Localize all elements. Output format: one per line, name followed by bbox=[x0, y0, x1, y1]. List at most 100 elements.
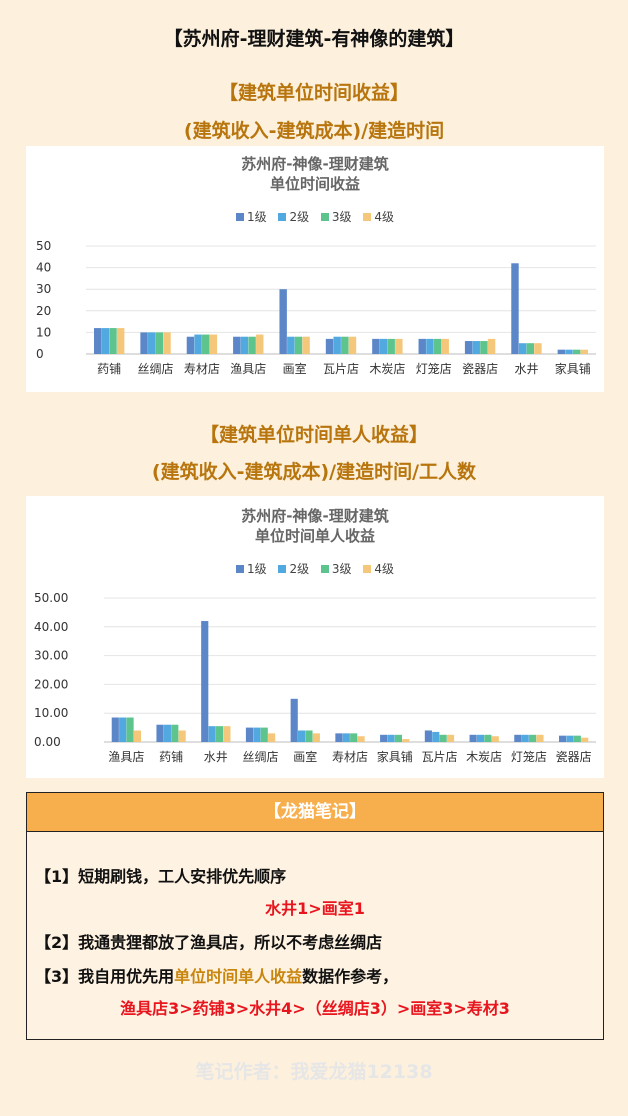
bar-画室-1级 bbox=[279, 289, 287, 354]
bar-画室-4级 bbox=[302, 336, 310, 354]
bar-水井-2级 bbox=[208, 726, 216, 742]
bar-丝绸店-1级 bbox=[245, 727, 254, 742]
x-tick-label: 家具铺 bbox=[377, 749, 413, 764]
bar-瓷器店-1级 bbox=[558, 735, 567, 742]
bar-药铺-1级 bbox=[156, 724, 164, 742]
bar-木炭店-3级 bbox=[387, 338, 395, 354]
bar-渔具店-1级 bbox=[111, 717, 119, 742]
note-line-3-suffix: 数据作参考， bbox=[302, 967, 399, 986]
section2-subtitle: (建筑收入-建筑成本)/建造时间/工人数 bbox=[151, 461, 477, 483]
x-tick-label: 家具铺 bbox=[555, 361, 591, 376]
legend-item-level3: 3级 bbox=[320, 208, 352, 225]
note-line-1-result: 水井1>画室1 bbox=[265, 899, 365, 918]
bar-瓦片店-2级 bbox=[432, 731, 440, 742]
legend-label: 1级 bbox=[246, 562, 267, 576]
bar-药铺-4级 bbox=[116, 328, 125, 354]
bar-瓷器店-1级 bbox=[464, 341, 473, 354]
bar-木炭店-2级 bbox=[379, 338, 388, 354]
bar-药铺-1级 bbox=[93, 328, 102, 354]
legend-swatch-level4 bbox=[363, 565, 372, 573]
legend-swatch-level2 bbox=[278, 565, 287, 573]
bar-画室-4级 bbox=[312, 733, 320, 742]
x-tick-label: 药铺 bbox=[97, 362, 121, 376]
note-line-3: 【3】我自用优先用单位时间单人收益数据作参考， bbox=[35, 963, 398, 987]
bar-瓷器店-2级 bbox=[472, 341, 480, 354]
bar-水井-1级 bbox=[511, 263, 519, 354]
bar-丝绸店-3级 bbox=[155, 332, 164, 354]
bar-木炭店-2级 bbox=[476, 734, 485, 742]
y-tick-label: 30.00 bbox=[34, 649, 68, 663]
bar-水井-4级 bbox=[534, 343, 542, 354]
legend-item-level2: 2级 bbox=[278, 560, 309, 577]
legend-item-level1: 1级 bbox=[235, 560, 267, 577]
legend-label: 1级 bbox=[246, 210, 267, 224]
bar-渔具店-1级 bbox=[233, 336, 241, 354]
bar-瓷器店-2级 bbox=[566, 735, 574, 742]
legend-swatch-level3 bbox=[320, 213, 329, 221]
bar-画室-3级 bbox=[305, 730, 313, 742]
bar-瓷器店-3级 bbox=[573, 735, 581, 742]
bar-木炭店-4级 bbox=[395, 338, 403, 354]
chart1-plot: 0 10 20 30 40 50 药铺 丝绸店 寿材店 渔具店 画室 瓦片店 木炭店 灯笼店 瓷器店 水井 家具… bbox=[36, 239, 596, 376]
bar-寿材店-1级 bbox=[186, 336, 195, 354]
bar-灯笼店-3级 bbox=[433, 338, 442, 354]
bar-灯笼店-3级 bbox=[529, 734, 537, 742]
bar-灯笼店-4级 bbox=[441, 338, 449, 354]
note-line-3-highlight: 单位时间单人收益 bbox=[174, 967, 303, 986]
legend-swatch-level2 bbox=[278, 213, 287, 221]
bar-丝绸店-1级 bbox=[140, 332, 148, 354]
bar-瓦片店-1级 bbox=[325, 338, 334, 354]
x-tick-label: 寿材店 bbox=[184, 362, 220, 376]
legend-label: 4级 bbox=[374, 210, 395, 224]
bar-家具铺-4级 bbox=[402, 739, 410, 742]
x-tick-label: 瓷器店 bbox=[462, 362, 498, 376]
note-line-1: 【1】短期刷钱，工人安排优先顺序 bbox=[35, 867, 287, 886]
bar-家具铺-1级 bbox=[557, 349, 566, 354]
bar-瓷器店-3级 bbox=[480, 341, 488, 354]
bar-水井-4级 bbox=[223, 726, 231, 742]
y-tick-label: 20.00 bbox=[34, 677, 68, 691]
y-tick-label: 40 bbox=[36, 261, 51, 275]
bar-渔具店-3级 bbox=[248, 336, 256, 354]
bar-瓦片店-4级 bbox=[348, 336, 357, 354]
y-tick-label: 30 bbox=[36, 282, 51, 296]
chart1-title-line1: 苏州府-神像-理财建筑 bbox=[241, 155, 389, 173]
x-tick-label: 药铺 bbox=[159, 750, 183, 764]
page-title: 【苏州府-理财建筑-有神像的建筑】 bbox=[163, 28, 465, 50]
y-tick-label: 10 bbox=[36, 325, 51, 339]
section2-title: 【建筑单位时间单人收益】 bbox=[199, 424, 428, 446]
legend-item-level3: 3级 bbox=[320, 560, 352, 577]
legend-swatch-level1 bbox=[235, 213, 244, 221]
legend-item-level4: 4级 bbox=[363, 560, 394, 577]
bar-药铺-2级 bbox=[163, 724, 171, 742]
x-tick-label: 画室 bbox=[283, 361, 307, 376]
chart2-legend: 1级 2级 3级 4级 bbox=[26, 560, 604, 577]
x-tick-label: 水井 bbox=[514, 362, 538, 376]
bar-药铺-3级 bbox=[171, 724, 179, 742]
bar-渔具店-4级 bbox=[133, 730, 142, 742]
bar-瓦片店-1级 bbox=[424, 730, 432, 742]
note-line-3-result: 渔具店3>药铺3>水井4>（丝绸店3）>画室3>寿材3 bbox=[120, 999, 510, 1018]
legend-label: 3级 bbox=[331, 210, 352, 224]
x-tick-label: 渔具店 bbox=[230, 362, 266, 376]
legend-label: 3级 bbox=[331, 562, 352, 576]
bar-家具铺-4级 bbox=[580, 349, 589, 354]
section1-title: 【建筑单位时间收益】 bbox=[218, 82, 409, 104]
bar-瓦片店-4级 bbox=[446, 734, 455, 742]
bar-水井-3级 bbox=[215, 726, 224, 742]
x-tick-label: 画室 bbox=[293, 749, 317, 764]
bar-画室-3级 bbox=[294, 336, 303, 354]
bar-寿材店-3级 bbox=[350, 733, 358, 742]
x-tick-label: 渔具店 bbox=[108, 750, 144, 764]
x-tick-label: 水井 bbox=[204, 750, 228, 764]
legend-swatch-level3 bbox=[320, 565, 329, 573]
x-tick-label: 木炭店 bbox=[466, 750, 502, 764]
chart1-legend: 1级 2级 3级 4级 bbox=[26, 208, 604, 225]
legend-label: 2级 bbox=[289, 210, 310, 224]
bar-丝绸店-2级 bbox=[148, 332, 156, 354]
bar-家具铺-3级 bbox=[572, 349, 581, 354]
y-tick-label: 50.00 bbox=[34, 591, 68, 605]
legend-swatch-level1 bbox=[235, 565, 244, 573]
legend-label: 4级 bbox=[374, 562, 395, 576]
bar-画室-2级 bbox=[287, 336, 295, 354]
